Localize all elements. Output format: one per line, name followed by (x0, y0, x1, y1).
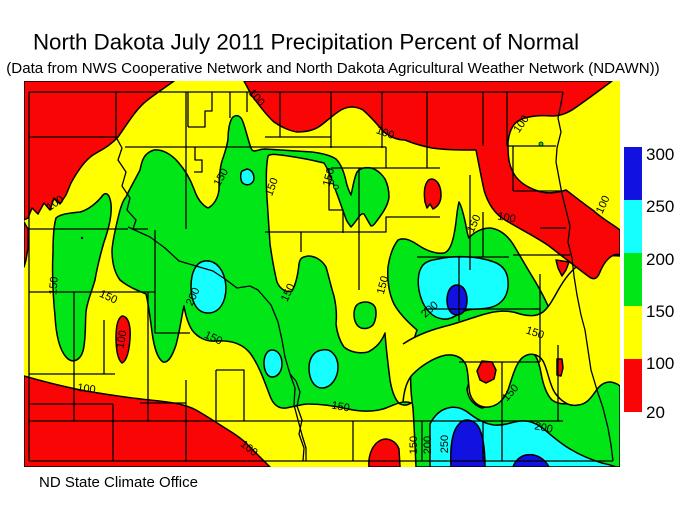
svg-text:ND State Climate Office: ND State Climate Office (39, 474, 198, 491)
svg-text:100: 100 (115, 329, 130, 349)
svg-text:150: 150 (47, 276, 61, 295)
svg-text:200: 200 (646, 250, 674, 269)
svg-text:20: 20 (646, 403, 665, 422)
svg-text:150: 150 (524, 325, 545, 342)
svg-text:200: 200 (422, 436, 434, 454)
svg-text:250: 250 (646, 197, 674, 216)
svg-text:300: 300 (646, 145, 674, 164)
svg-text:150: 150 (330, 400, 350, 415)
svg-text:100: 100 (496, 211, 516, 226)
svg-text:200: 200 (533, 420, 553, 436)
svg-text:250: 250 (439, 435, 451, 453)
svg-text:(Data from NWS Cooperative Net: (Data from NWS Cooperative Network and N… (6, 60, 659, 77)
svg-text:100: 100 (76, 382, 96, 396)
svg-text:150: 150 (408, 436, 420, 454)
svg-text:100: 100 (374, 124, 395, 142)
svg-text:North Dakota July 2011 Precipi: North Dakota July 2011 Precipitation Per… (33, 30, 579, 55)
svg-text:150: 150 (646, 302, 674, 321)
svg-text:150: 150 (321, 167, 337, 188)
svg-text:150: 150 (263, 176, 281, 197)
svg-text:150: 150 (375, 275, 391, 296)
svg-text:100: 100 (646, 354, 674, 373)
